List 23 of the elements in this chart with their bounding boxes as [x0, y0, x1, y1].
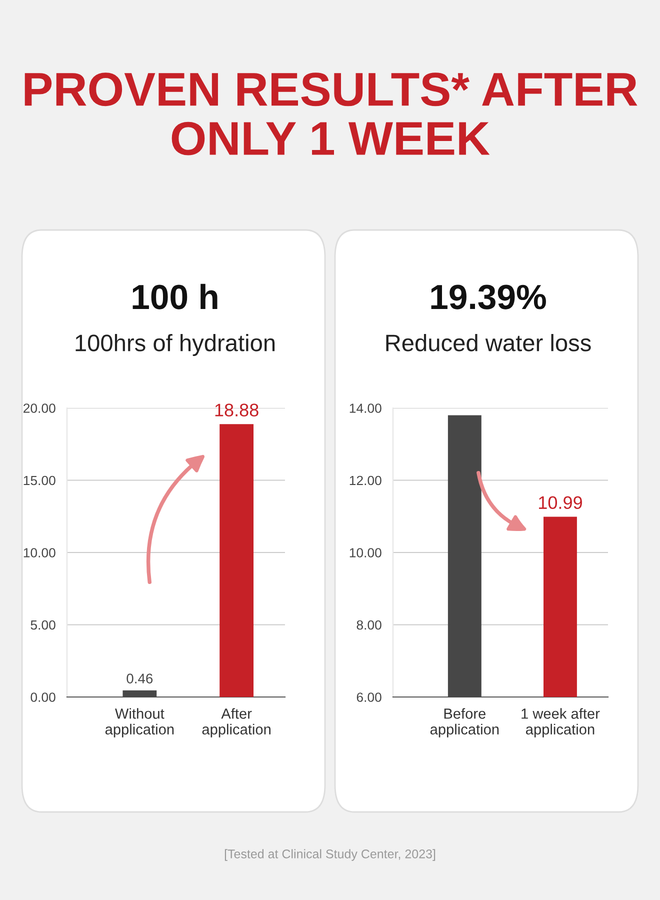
data-label: 18.88: [215, 404, 258, 416]
y-tick-label: 5.00: [30, 620, 56, 630]
y-tick-label: 20.00: [24, 404, 56, 413]
x-tick-label: 1 week after application: [522, 708, 600, 738]
y-tick-label: 10.00: [24, 548, 56, 558]
chart-title: 100 h: [132, 284, 218, 310]
y-tick-label: 14.00: [350, 404, 382, 413]
y-tick-label: 15.00: [24, 476, 56, 486]
chart-subtitle: 100hrs of hydration: [76, 334, 275, 356]
text: PROVEN RESULTS* AFTER ONLY 1 WEEK: [24, 72, 638, 156]
chart-subtitle: Reduced water loss: [386, 334, 591, 352]
text: [Tested at Clinical Study Center, 2023]: [224, 849, 436, 861]
x-tick-label: Without application: [105, 708, 174, 738]
y-tick-label: 6.00: [356, 692, 382, 702]
y-tick-label: 10.00: [350, 548, 382, 558]
y-tick-label: 0.00: [30, 692, 56, 702]
x-tick-label: Before application: [430, 708, 499, 738]
data-label: 10.99: [539, 496, 582, 509]
y-tick-label: 8.00: [356, 620, 382, 630]
y-tick-label: 12.00: [350, 476, 382, 486]
chart-title: 19.39%: [431, 284, 546, 310]
x-tick-label: After application: [202, 708, 270, 738]
data-label: 0.46: [126, 674, 153, 684]
